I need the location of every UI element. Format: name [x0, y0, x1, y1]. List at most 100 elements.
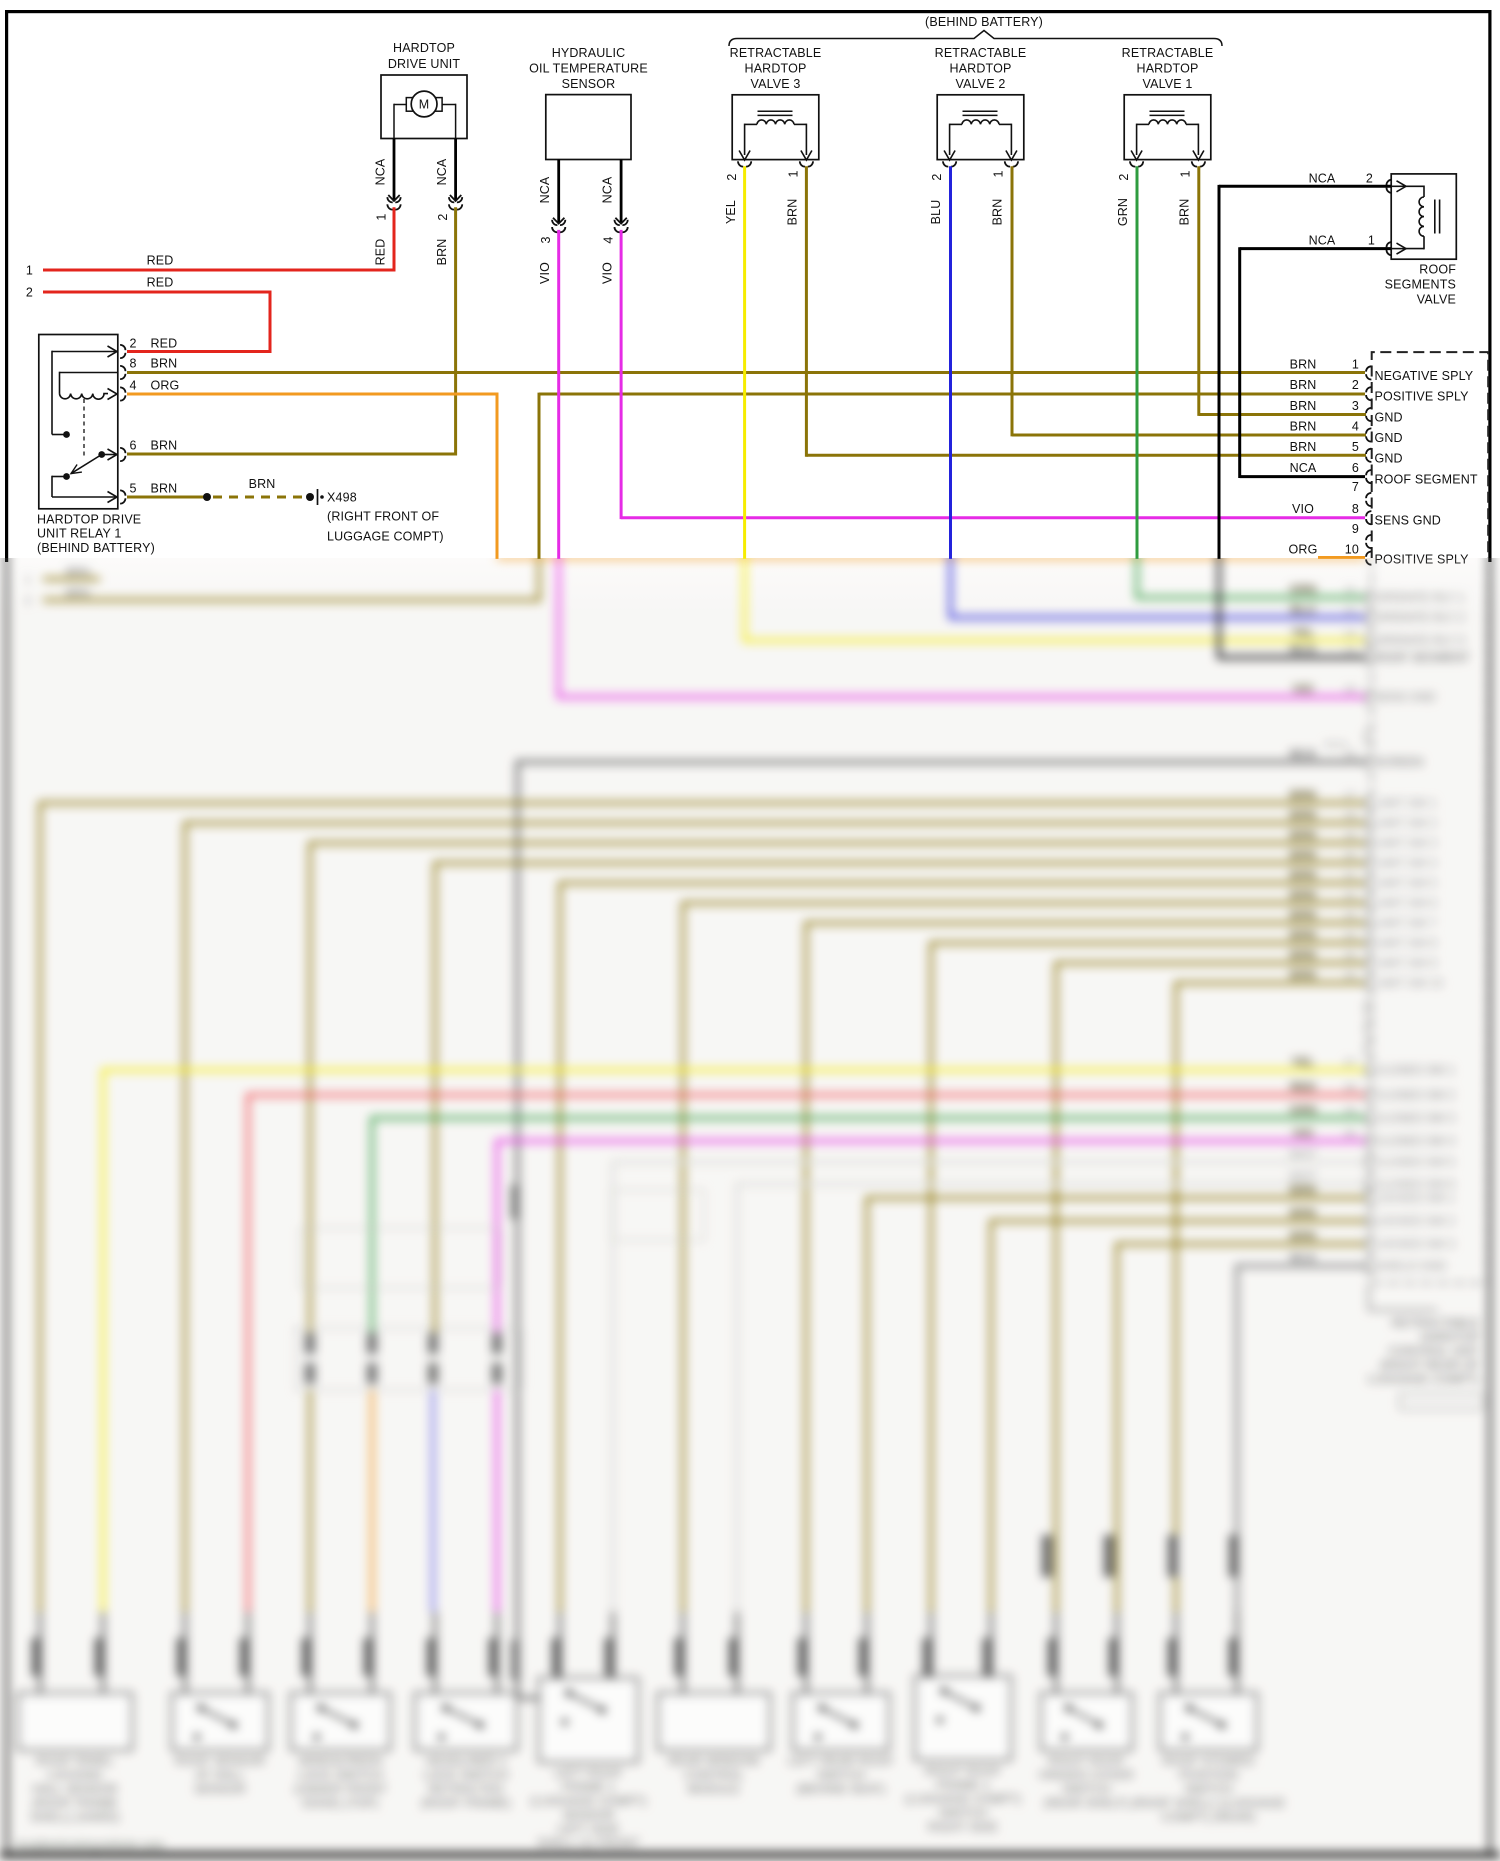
- svg-text:LIMIT SW 8: LIMIT SW 8: [1375, 938, 1437, 950]
- svg-text:LIMIT SW 4: LIMIT SW 4: [1375, 858, 1437, 870]
- svg-text:4: 4: [130, 379, 137, 393]
- svg-text:NCA: NCA: [1309, 172, 1336, 186]
- svg-text:NCA: NCA: [1309, 234, 1336, 248]
- svg-text:OPERATE RLY 3: OPERATE RLY 3: [1375, 636, 1465, 648]
- svg-text:CONTROL: CONTROL: [684, 1768, 744, 1782]
- svg-text:NCA: NCA: [538, 176, 552, 203]
- svg-text:FRAME 1: FRAME 1: [562, 1780, 615, 1794]
- svg-text:LIMIT SW 5: LIMIT SW 5: [1375, 878, 1437, 890]
- svg-text:8: 8: [130, 357, 137, 371]
- svg-text:RED: RED: [147, 254, 174, 268]
- svg-text:HARDTOP: HARDTOP: [745, 62, 807, 76]
- svg-text:GRN: GRN: [1289, 583, 1316, 597]
- svg-text:2: 2: [1117, 173, 1131, 180]
- svg-text:VIO: VIO: [1292, 682, 1313, 696]
- svg-text:RED: RED: [374, 239, 388, 266]
- svg-text:VALVE: VALVE: [1417, 293, 1456, 307]
- svg-text:8: 8: [1352, 502, 1359, 516]
- svg-text:LEFT SIDE: LEFT SIDE: [558, 1822, 620, 1836]
- svg-text:WHT: WHT: [1289, 1169, 1317, 1183]
- svg-text:BRN: BRN: [151, 482, 178, 496]
- svg-text:DRIVE UNIT: DRIVE UNIT: [388, 57, 461, 71]
- svg-text:SENS GND: SENS GND: [1375, 514, 1442, 528]
- svg-text:BRN: BRN: [1290, 888, 1316, 902]
- svg-text:NCA: NCA: [1325, 739, 1348, 751]
- svg-text:POSITION: POSITION: [1179, 1768, 1238, 1782]
- svg-text:VIO: VIO: [1292, 502, 1314, 516]
- svg-text:ROOF SEGMENT: ROOF SEGMENT: [1375, 473, 1478, 487]
- svg-text:25: 25: [1344, 950, 1356, 962]
- svg-text:ORG: ORG: [151, 379, 180, 393]
- svg-text:CLOSED SW 5: CLOSED SW 5: [1375, 1157, 1455, 1169]
- svg-text:NEGATIVE SPLY: NEGATIVE SPLY: [1375, 369, 1474, 383]
- svg-text:GRN: GRN: [1289, 1103, 1316, 1117]
- svg-text:2: 2: [25, 595, 31, 607]
- svg-text:29: 29: [1344, 1105, 1356, 1117]
- svg-text:HEADLINER 2: HEADLINER 2: [426, 1754, 507, 1768]
- svg-text:SEGMENTS: SEGMENTS: [1385, 278, 1456, 292]
- svg-text:5: 5: [130, 482, 137, 496]
- svg-text:11: 11: [1345, 585, 1356, 597]
- svg-text:CLOSED SW 6: CLOSED SW 6: [1375, 1179, 1455, 1191]
- svg-text:4: 4: [1352, 420, 1359, 434]
- svg-text:NCA: NCA: [1290, 1251, 1317, 1265]
- svg-text:HALL SENSOR: HALL SENSOR: [32, 1782, 117, 1796]
- svg-text:1: 1: [1368, 234, 1375, 248]
- svg-text:2: 2: [1352, 378, 1359, 392]
- svg-text:1: 1: [1179, 170, 1193, 177]
- svg-text:HARDTOP: HARDTOP: [1137, 62, 1199, 76]
- svg-text:2: 2: [1366, 172, 1373, 186]
- svg-text:SENSOR: SENSOR: [562, 77, 616, 91]
- svg-text:BRN: BRN: [1290, 357, 1317, 371]
- svg-text:LIMIT SW 10: LIMIT SW 10: [1375, 978, 1444, 990]
- svg-text:LIMIT SW 9: LIMIT SW 9: [1375, 958, 1437, 970]
- svg-text:9: 9: [1352, 522, 1359, 536]
- svg-text:M: M: [419, 98, 430, 112]
- svg-text:4: 4: [602, 236, 616, 243]
- svg-text:RED: RED: [1290, 1080, 1316, 1094]
- svg-text:OPERATE RLY 1: OPERATE RLY 1: [1375, 593, 1465, 605]
- svg-text:WHT: WHT: [1289, 1147, 1317, 1161]
- svg-text:BRN: BRN: [1290, 908, 1316, 922]
- svg-text:(BEHIND BATTERY): (BEHIND BATTERY): [37, 541, 155, 555]
- svg-text:HARDTOP: HARDTOP: [1420, 1330, 1480, 1344]
- svg-text:1: 1: [375, 213, 389, 220]
- svg-text:VIO: VIO: [538, 262, 552, 284]
- svg-text:CONTROL UNIT: CONTROL UNIT: [1389, 1344, 1481, 1358]
- svg-text:ORG: ORG: [1289, 543, 1318, 557]
- svg-text:26: 26: [1344, 970, 1356, 982]
- svg-text:RIGHT SIDE: RIGHT SIDE: [928, 1820, 998, 1834]
- svg-text:6: 6: [130, 439, 137, 453]
- svg-text:POSITIVE SPLY: POSITIVE SPLY: [1375, 553, 1470, 567]
- svg-text:BRN: BRN: [1290, 968, 1316, 982]
- svg-text:LOCK SWITCH: LOCK SWITCH: [298, 1768, 383, 1782]
- svg-text:1: 1: [992, 170, 1006, 177]
- svg-text:BRN: BRN: [1290, 788, 1316, 802]
- svg-text:SHIELD GND: SHIELD GND: [1375, 1261, 1447, 1273]
- svg-text:RETRACTED: RETRACTED: [429, 1782, 504, 1796]
- svg-text:(BEHIND SEAT): (BEHIND SEAT): [796, 1782, 885, 1796]
- svg-text:SWITCH: SWITCH: [939, 1806, 987, 1820]
- svg-text:VALVE 3: VALVE 3: [751, 77, 801, 91]
- svg-text:GRN: GRN: [1116, 198, 1130, 226]
- svg-text:23: 23: [1344, 910, 1356, 922]
- svg-text:LOCKED SW 2: LOCKED SW 2: [1375, 1216, 1455, 1228]
- svg-text:YEL: YEL: [1291, 1055, 1315, 1069]
- svg-text:7: 7: [1352, 480, 1359, 494]
- svg-text:(BEHIND BATTERY): (BEHIND BATTERY): [925, 15, 1043, 29]
- svg-text:12: 12: [1344, 605, 1356, 617]
- svg-text:NCA: NCA: [601, 176, 615, 203]
- svg-text:30: 30: [1344, 1128, 1356, 1140]
- svg-text:21: 21: [1344, 870, 1356, 882]
- svg-text:3: 3: [1352, 399, 1359, 413]
- svg-text:SENSOR: SENSOR: [563, 1808, 615, 1822]
- svg-text:BRN: BRN: [151, 357, 178, 371]
- svg-text:(ROOF SHELL) (LUGGAGE: (ROOF SHELL) (LUGGAGE: [1132, 1796, 1286, 1810]
- svg-text:HYDRAULIC: HYDRAULIC: [552, 46, 626, 60]
- svg-text:2: 2: [26, 286, 33, 300]
- svg-text:1: 1: [1352, 357, 1359, 371]
- svg-text:NCA: NCA: [374, 158, 388, 185]
- svg-text:RETRACTABLE: RETRACTABLE: [1392, 1316, 1480, 1330]
- svg-text:GND: GND: [1375, 411, 1403, 425]
- svg-text:SENS GND: SENS GND: [1375, 692, 1436, 704]
